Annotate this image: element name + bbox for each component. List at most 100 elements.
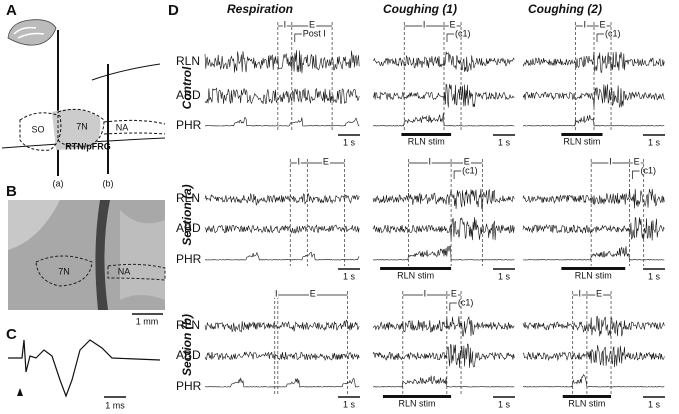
trace — [522, 188, 665, 209]
na-outline — [107, 263, 166, 281]
rtn-region — [52, 109, 101, 150]
phase-label: I — [579, 288, 582, 298]
trace — [522, 345, 665, 368]
trace — [204, 192, 360, 206]
brain-icon-detail — [13, 26, 45, 39]
trace — [372, 375, 515, 388]
stim-bar — [401, 133, 452, 136]
trace — [204, 50, 360, 74]
panel-letter: D — [168, 2, 179, 19]
na-outline — [103, 119, 166, 135]
scale-label: 1 mm — [136, 316, 159, 326]
label: (b) — [103, 178, 114, 188]
stim-bar — [380, 267, 452, 270]
trace — [204, 117, 360, 127]
row-label: Section (a) — [180, 184, 194, 245]
label: (a) — [53, 178, 64, 188]
stim-label: RLN stim — [399, 398, 436, 408]
channel-label: ABD — [176, 221, 201, 235]
trace — [372, 245, 515, 261]
note-pointer — [453, 170, 462, 179]
phase-label: E — [450, 19, 456, 29]
phase-label: I — [284, 19, 287, 29]
histology-shade — [120, 210, 165, 300]
waveform — [8, 339, 161, 398]
scale-label: 1 s — [498, 137, 511, 147]
panel-letter: B — [6, 183, 17, 200]
phase-label: E — [596, 288, 602, 298]
label: 7N — [76, 121, 88, 131]
note-pointer — [632, 170, 640, 179]
outline — [91, 63, 161, 81]
phase-label: I — [584, 19, 587, 29]
stim-bar — [562, 395, 612, 398]
trace — [204, 87, 360, 105]
scale-label: 1 s — [648, 271, 661, 281]
phase-label: E — [634, 156, 640, 166]
channel-label: RLN — [176, 318, 200, 332]
note-label: (c1) — [458, 297, 474, 307]
panel-d: Respiration Coughing (1) Coughing (2) Contr… — [176, 2, 665, 409]
trace — [372, 316, 515, 337]
scale-label: 1 s — [648, 399, 661, 409]
row-label: Section (b) — [180, 314, 194, 376]
scale-label: 1 s — [343, 271, 356, 281]
label: NA — [116, 122, 129, 132]
phase-label: I — [429, 156, 432, 166]
trace — [204, 224, 360, 234]
note-label: (c1) — [605, 28, 621, 38]
note-label: (c1) — [455, 28, 471, 38]
scale-label: 1 ms — [105, 400, 125, 410]
trace — [522, 51, 665, 73]
trace — [204, 351, 360, 361]
7n-outline — [57, 108, 105, 147]
phase-label: E — [323, 156, 329, 166]
panel-letter: A — [6, 2, 17, 19]
stim-bar — [561, 133, 603, 136]
scale-label: 1 s — [343, 137, 356, 147]
trace — [204, 319, 360, 333]
phase-label: I — [424, 288, 427, 298]
trace — [204, 251, 360, 261]
channel-label: PHR — [176, 118, 202, 132]
note-pointer — [596, 33, 604, 42]
stim-bar — [561, 267, 626, 270]
stim-label: RLN stim — [408, 136, 445, 146]
note-pointer — [446, 33, 454, 42]
note-label: (c1) — [641, 165, 657, 175]
histology-shade — [8, 200, 60, 250]
stim-marker — [17, 388, 23, 396]
trace — [522, 316, 665, 337]
trace — [372, 343, 515, 368]
column-header: Coughing (2) — [528, 2, 602, 16]
phase-label: I — [298, 156, 301, 166]
column-header: Coughing (1) — [383, 2, 457, 16]
channel-label: RLN — [176, 191, 200, 205]
histology-cut — [95, 200, 110, 310]
channel-label: PHR — [176, 379, 202, 393]
phase-label: E — [451, 288, 457, 298]
so-outline — [19, 112, 62, 151]
phase-label: E — [310, 288, 316, 298]
stim-label: RLN stim — [563, 136, 600, 146]
phase-label: I — [609, 156, 612, 166]
trace — [204, 377, 360, 388]
7n-outline — [35, 255, 93, 287]
label: RTN/pFRG — [65, 141, 111, 151]
channel-label: ABD — [176, 88, 201, 102]
trace — [522, 246, 665, 261]
channel-label: PHR — [176, 252, 202, 266]
note-label: Post I — [303, 28, 326, 38]
label: NA — [118, 266, 131, 276]
row-label: Control — [180, 66, 194, 109]
brain-icon — [7, 19, 57, 46]
stim-label: RLN stim — [568, 398, 605, 408]
channel-label: RLN — [176, 54, 200, 68]
stim-bar — [382, 395, 452, 398]
label: SO — [31, 124, 44, 134]
scale-label: 1 s — [343, 399, 356, 409]
stim-label: RLN stim — [575, 270, 612, 280]
trace — [522, 373, 665, 388]
scale-label: 1 s — [498, 271, 511, 281]
